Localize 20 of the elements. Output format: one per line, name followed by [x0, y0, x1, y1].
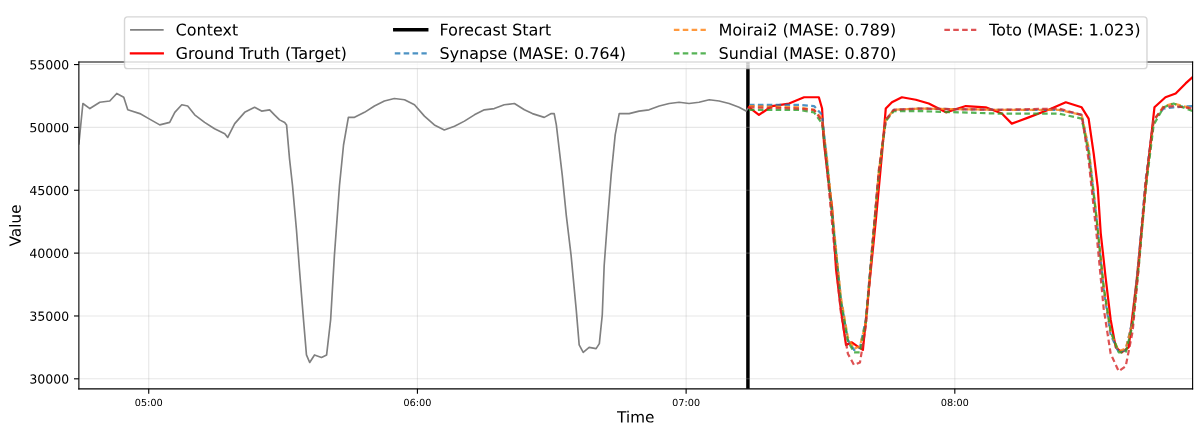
line-series	[78, 92, 749, 364]
legend-label: Moirai2 (MASE: 0.789)	[720, 23, 895, 38]
y-tick-label: 30000	[30, 374, 69, 384]
legend-label: Sundial (MASE: 0.870)	[719, 46, 896, 61]
x-tick-label: 06:00	[404, 398, 431, 407]
y-tick-label: 55000	[30, 60, 69, 70]
y-tick-label: 50000	[30, 122, 69, 133]
x-tick-label: 07:00	[672, 398, 700, 407]
x-tick-label: 08:00	[941, 398, 969, 407]
y-tick-label: 45000	[29, 185, 69, 196]
y-tick-label: 40000	[29, 248, 69, 259]
y-axis-title: Value	[9, 205, 21, 247]
legend-label: Context	[176, 23, 238, 36]
x-axis-title: Time	[617, 410, 654, 423]
legend-label: Toto (MASE: 1.023)	[989, 23, 1140, 38]
legend-label: Ground Truth (Target)	[176, 46, 346, 63]
x-tick-label: 05:00	[135, 398, 163, 407]
y-tick-label: 35000	[30, 311, 69, 321]
legend-label: Synapse (MASE: 0.764)	[440, 46, 625, 63]
legend-label: Forecast Start	[441, 23, 551, 36]
